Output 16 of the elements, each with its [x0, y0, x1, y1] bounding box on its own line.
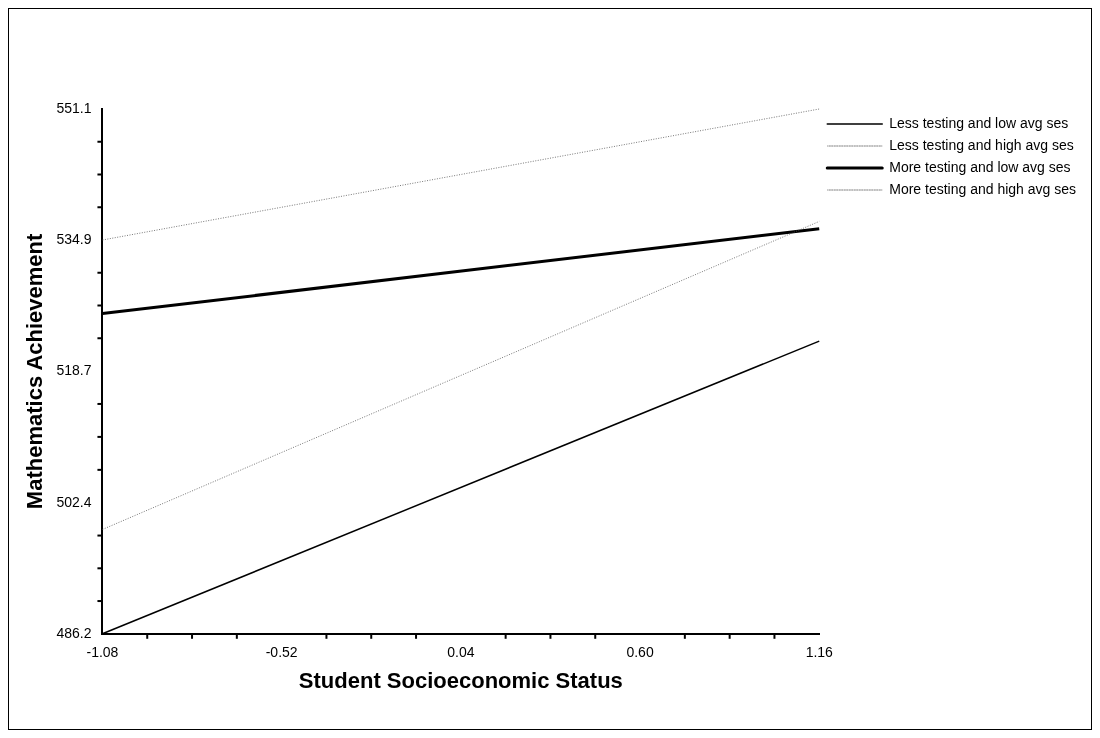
x-axis-title: Student Socioeconomic Status: [298, 667, 623, 693]
y-tick-label: 551.1: [56, 99, 92, 116]
y-tick-label: 502.4: [56, 493, 92, 510]
x-tick-label: -1.08: [86, 644, 119, 661]
y-tick-label: 486.2: [56, 624, 92, 641]
y-axis-title: Mathematics Achievement: [22, 232, 48, 510]
legend-label: More testing and low avg ses: [889, 158, 1071, 175]
legend-label: More testing and high avg ses: [889, 180, 1077, 197]
x-tick-label: -0.52: [265, 644, 298, 661]
legend-label: Less testing and low avg ses: [889, 114, 1069, 131]
y-tick-label: 534.9: [56, 230, 92, 247]
x-tick-label: 0.60: [626, 644, 654, 661]
x-tick-label: 1.16: [805, 644, 834, 661]
y-tick-label: 518.7: [56, 361, 92, 378]
x-tick-label: 0.04: [447, 644, 475, 661]
legend-label: Less testing and high avg ses: [889, 136, 1074, 153]
